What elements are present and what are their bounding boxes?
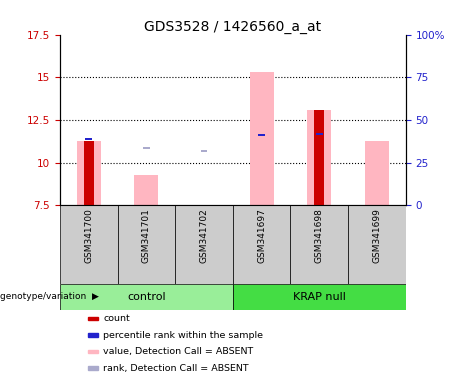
Text: genotype/variation  ▶: genotype/variation ▶ xyxy=(0,293,99,301)
Bar xyxy=(143,147,150,149)
Text: GSM341701: GSM341701 xyxy=(142,209,151,263)
Text: rank, Detection Call = ABSENT: rank, Detection Call = ABSENT xyxy=(103,364,249,372)
Bar xyxy=(258,134,265,136)
Text: value, Detection Call = ABSENT: value, Detection Call = ABSENT xyxy=(103,347,254,356)
Bar xyxy=(201,150,207,152)
Bar xyxy=(134,175,159,205)
Text: KRAP null: KRAP null xyxy=(293,292,346,302)
Bar xyxy=(88,317,98,321)
Title: GDS3528 / 1426560_a_at: GDS3528 / 1426560_a_at xyxy=(144,20,321,33)
FancyBboxPatch shape xyxy=(118,205,175,283)
Bar xyxy=(85,138,92,140)
Text: GSM341700: GSM341700 xyxy=(84,209,93,263)
Bar xyxy=(249,72,274,205)
FancyBboxPatch shape xyxy=(233,283,406,310)
Bar xyxy=(314,110,325,205)
Text: GSM341697: GSM341697 xyxy=(257,209,266,263)
FancyBboxPatch shape xyxy=(175,205,233,283)
FancyBboxPatch shape xyxy=(348,205,406,283)
Bar xyxy=(88,333,98,337)
Bar xyxy=(307,110,331,205)
FancyBboxPatch shape xyxy=(290,205,348,283)
Bar xyxy=(83,141,94,205)
FancyBboxPatch shape xyxy=(60,205,118,283)
Bar xyxy=(77,141,101,205)
Bar xyxy=(88,350,98,353)
FancyBboxPatch shape xyxy=(233,205,290,283)
Text: GSM341702: GSM341702 xyxy=(200,209,208,263)
Bar xyxy=(316,132,323,135)
Text: GSM341698: GSM341698 xyxy=(315,209,324,263)
Bar xyxy=(365,141,389,205)
Text: percentile rank within the sample: percentile rank within the sample xyxy=(103,331,263,339)
FancyBboxPatch shape xyxy=(60,283,233,310)
Text: GSM341699: GSM341699 xyxy=(372,209,381,263)
Text: count: count xyxy=(103,314,130,323)
Bar xyxy=(88,366,98,370)
Text: control: control xyxy=(127,292,165,302)
